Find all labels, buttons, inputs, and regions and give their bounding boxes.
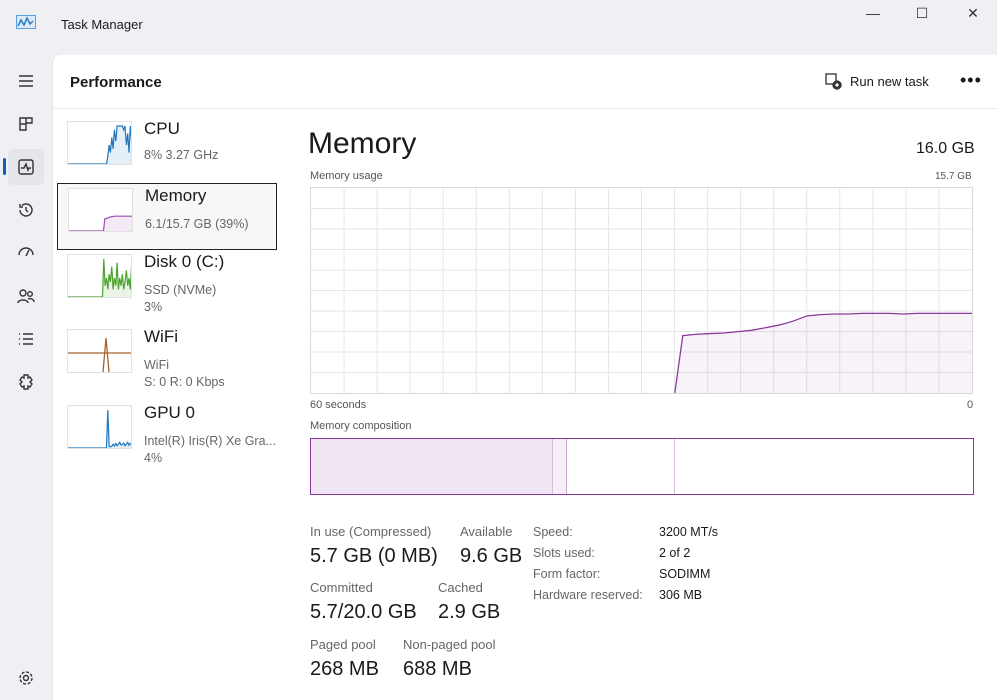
memory-total: 16.0 GB	[916, 140, 975, 157]
spec-label: Hardware reserved:	[533, 588, 643, 602]
startup-apps-icon	[18, 247, 34, 257]
memory-title: Memory	[308, 127, 417, 160]
active-nav-indicator	[3, 158, 6, 175]
settings-icon	[19, 671, 33, 685]
spec-label: Form factor:	[533, 567, 601, 581]
paged-pool-label: Paged pool	[310, 637, 376, 652]
minimize-button[interactable]: —	[866, 5, 880, 21]
sidebar-thumbnail-graph	[67, 121, 132, 165]
composition-in-use	[311, 439, 553, 494]
sidebar-item-detail: WiFi	[144, 358, 169, 372]
nav-settings[interactable]	[8, 660, 44, 696]
non-paged-pool-value: 688 MB	[403, 658, 472, 680]
processes-icon	[19, 117, 33, 131]
sidebar-item-detail-2: S: 0 R: 0 Kbps	[144, 375, 225, 389]
nav-processes[interactable]	[8, 106, 44, 142]
page-title: Performance	[70, 74, 162, 91]
window-title: Task Manager	[61, 17, 143, 32]
memory-usage-area	[674, 313, 972, 393]
available-value: 9.6 GB	[460, 545, 523, 567]
sidebar-item-detail: 8% 3.27 GHz	[144, 148, 219, 162]
hamburger-icon	[19, 75, 33, 87]
nav-performance[interactable]	[8, 149, 44, 185]
nav-app-history[interactable]	[8, 192, 44, 228]
services-icon	[19, 374, 33, 390]
composition-standby	[567, 439, 675, 494]
spec-label: Slots used:	[533, 546, 595, 560]
cached-value: 2.9 GB	[438, 601, 501, 623]
maximize-button[interactable]: ☐	[915, 5, 929, 21]
sidebar-item-disk[interactable]: Disk 0 (C:) SSD (NVMe) 3%	[57, 250, 277, 317]
paged-pool-value: 268 MB	[310, 658, 379, 680]
run-new-task-button[interactable]: Run new task	[824, 72, 929, 90]
sidebar-item-name: Disk 0 (C:)	[144, 252, 225, 271]
sidebar-thumbnail-graph	[67, 329, 132, 373]
memory-usage-graph	[310, 187, 973, 394]
committed-value: 5.7/20.0 GB	[310, 601, 417, 623]
memory-composition-bar	[310, 438, 974, 495]
sidebar-item-name: CPU	[144, 119, 180, 138]
nav-details[interactable]	[8, 321, 44, 357]
performance-icon	[18, 159, 34, 175]
spec-value: 306 MB	[659, 588, 703, 602]
spec-value: SODIMM	[659, 567, 711, 581]
nav-users[interactable]	[8, 278, 44, 314]
sidebar-item-name: GPU 0	[144, 403, 196, 422]
sidebar-item-detail-2: 3%	[144, 300, 163, 314]
header-divider	[53, 108, 997, 109]
sidebar-item-name: Memory	[145, 186, 207, 205]
more-options-button[interactable]: •••	[960, 70, 982, 90]
details-icon	[19, 333, 33, 345]
sidebar-item-detail: SSD (NVMe)	[144, 283, 217, 297]
sidebar-thumbnail-graph	[67, 254, 132, 298]
sidebar-item-detail: 6.1/15.7 GB (39%)	[145, 217, 249, 231]
sidebar-item-memory[interactable]: Memory 6.1/15.7 GB (39%)	[57, 183, 277, 250]
memory-usage-line	[674, 312, 972, 393]
sidebar-item-detail: Intel(R) Iris(R) Xe Gra...	[144, 434, 276, 448]
sidebar-item-name: WiFi	[144, 327, 178, 346]
memory-usage-label: Memory usage	[310, 170, 383, 182]
memory-usage-max: 15.7 GB	[935, 171, 972, 182]
sidebar-item-gpu[interactable]: GPU 0 Intel(R) Iris(R) Xe Gra... 4%	[57, 401, 277, 468]
memory-composition-label: Memory composition	[310, 420, 412, 432]
close-button[interactable]: ✕	[967, 5, 979, 21]
sidebar-thumbnail-graph	[67, 405, 132, 449]
graph-x-right-label: 0	[967, 399, 974, 411]
nav-menu-button[interactable]	[8, 63, 44, 99]
composition-modified	[553, 439, 567, 494]
sidebar-item-cpu[interactable]: CPU 8% 3.27 GHz	[57, 117, 277, 184]
spec-value: 2 of 2	[659, 546, 691, 560]
in-use-label: In use (Compressed)	[310, 524, 432, 539]
non-paged-pool-label: Non-paged pool	[403, 637, 496, 652]
run-new-task-icon	[825, 73, 842, 90]
spec-value: 3200 MT/s	[659, 525, 719, 539]
sidebar-thumbnail-graph	[68, 188, 133, 232]
nav-startup-apps[interactable]	[8, 235, 44, 271]
cached-label: Cached	[438, 580, 483, 595]
committed-label: Committed	[310, 580, 373, 595]
sidebar-item-wifi[interactable]: WiFi WiFi S: 0 R: 0 Kbps	[57, 325, 277, 392]
graph-x-left-label: 60 seconds	[310, 399, 367, 411]
spec-label: Speed:	[533, 525, 573, 539]
nav-services[interactable]	[8, 364, 44, 400]
available-label: Available	[460, 524, 513, 539]
sidebar-item-detail-2: 4%	[144, 451, 163, 465]
task-manager-app-icon	[16, 15, 36, 29]
app-history-icon	[19, 203, 33, 217]
run-new-task-label: Run new task	[850, 73, 929, 89]
users-icon	[17, 289, 35, 304]
in-use-value: 5.7 GB (0 MB)	[310, 545, 438, 567]
